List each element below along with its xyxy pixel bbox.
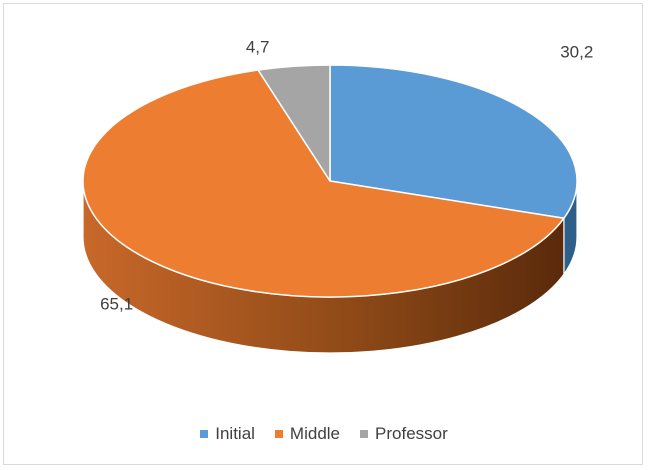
pie-slice-professor xyxy=(257,64,331,182)
legend-label-professor: Professor xyxy=(375,424,448,443)
legend-swatch-middle xyxy=(274,430,283,438)
legend-item-middle: Middle xyxy=(274,424,341,444)
legend-label-middle: Middle xyxy=(289,424,341,443)
pie-slice-initial xyxy=(329,64,578,219)
legend-label-initial: Initial xyxy=(215,424,255,443)
data-label-middle: 65,1 xyxy=(100,295,133,314)
legend-item-professor: Professor xyxy=(360,424,448,444)
legend-item-initial: Initial xyxy=(200,424,255,444)
pie-top-surface xyxy=(82,64,578,298)
legend-swatch-professor xyxy=(360,430,369,438)
pie-slice-middle xyxy=(82,69,565,298)
legend: Initial Middle Professor xyxy=(0,424,648,444)
pie-side-wall xyxy=(82,180,578,354)
legend-swatch-initial xyxy=(200,430,209,438)
data-label-professor: 4,7 xyxy=(246,37,270,56)
pie-data-labels: 30,2 65,1 4,7 xyxy=(100,37,593,313)
data-label-initial: 30,2 xyxy=(560,42,593,61)
